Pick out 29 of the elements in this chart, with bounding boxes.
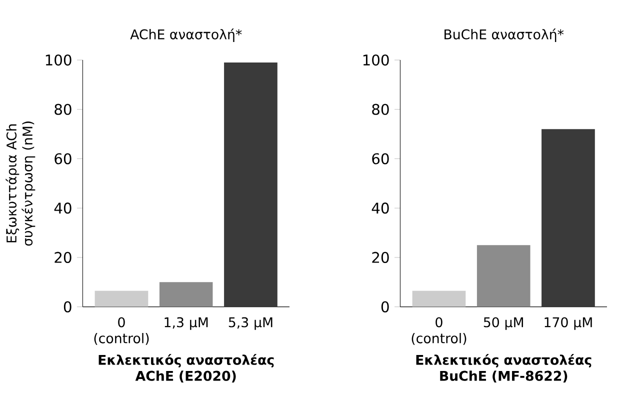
x-tick-label: 50 μM xyxy=(484,317,523,330)
bar xyxy=(94,290,148,307)
y-tick-label: 80 xyxy=(372,104,389,115)
x-tick-label: 170 μM xyxy=(544,317,592,330)
x-tick-label: 0 (control) xyxy=(94,317,149,345)
bar xyxy=(159,282,213,307)
y-tick-label: 60 xyxy=(54,153,72,164)
chart-title: AChE αναστολή* xyxy=(130,28,242,42)
bar xyxy=(412,290,466,307)
bar xyxy=(476,245,530,307)
x-tick-label: 1,3 μM xyxy=(164,317,208,330)
y-tick-label: 20 xyxy=(54,252,72,263)
y-axis-title: Εξωκυττάρια ACh συγκέντρωση (nM) xyxy=(6,121,36,246)
x-tick-label: 0 (control) xyxy=(412,317,466,345)
x-tick-label: 5,3 μM xyxy=(228,317,272,330)
y-tick-label: 0 xyxy=(64,301,72,312)
x-axis-title: Εκλεκτικός αναστολέας AChE (E2020) xyxy=(98,354,274,382)
chart-title: BuChE αναστολή* xyxy=(444,28,564,42)
y-tick-label: 0 xyxy=(381,301,389,312)
y-tick-label: 100 xyxy=(363,54,389,66)
bar xyxy=(224,62,278,307)
y-tick-label: 40 xyxy=(372,202,389,214)
y-tick-label: 40 xyxy=(54,202,72,214)
y-tick-label: 80 xyxy=(54,104,72,115)
y-tick-label: 100 xyxy=(46,54,72,66)
x-axis-title: Εκλεκτικός αναστολέας BuChE (MF-8622) xyxy=(416,354,592,382)
bar xyxy=(542,129,595,307)
y-tick-label: 20 xyxy=(372,252,389,263)
y-tick-label: 60 xyxy=(372,153,389,164)
